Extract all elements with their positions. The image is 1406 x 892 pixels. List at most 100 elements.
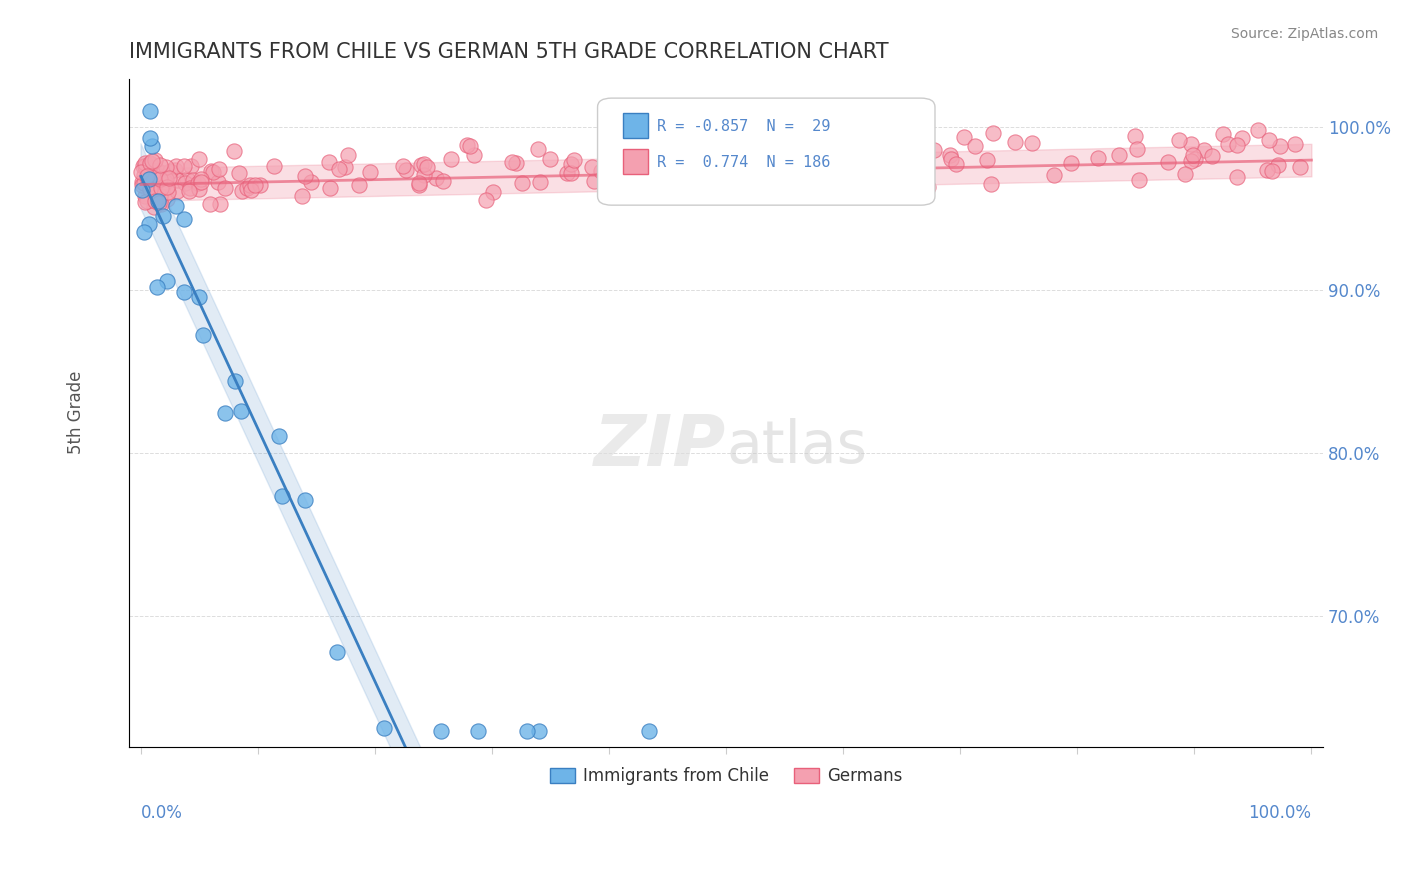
Point [139,176,162,190]
Point [890,183,912,197]
Point [953,130,976,145]
Point [166,173,188,187]
Point [718,167,741,181]
Point [159,164,181,178]
Point [229,404,252,418]
Point [155,172,177,186]
Point [139,104,162,119]
Point [797,160,820,174]
Point [166,184,188,198]
Point [501,154,523,169]
Point [235,181,257,195]
Point [1180,137,1202,152]
Point [214,406,236,420]
Point [779,147,801,161]
Point [903,153,925,167]
Point [191,327,214,342]
Point [202,165,225,179]
Point [1226,170,1249,185]
Point [1284,136,1306,151]
Point [214,180,236,194]
Point [749,167,772,181]
Point [228,166,250,180]
Point [271,489,294,503]
Text: Source: ZipAtlas.com: Source: ZipAtlas.com [1230,27,1378,41]
Point [844,159,866,173]
Text: IMMIGRANTS FROM CHILE VS GERMAN 5TH GRADE CORRELATION CHART: IMMIGRANTS FROM CHILE VS GERMAN 5TH GRAD… [129,42,889,62]
Point [1184,152,1206,166]
Point [190,171,212,186]
Point [142,169,165,184]
Point [886,162,908,177]
Point [1021,136,1043,150]
Point [408,178,430,192]
Point [149,181,172,195]
Point [155,161,177,175]
Point [1168,133,1191,147]
Point [1201,149,1223,163]
Point [432,174,454,188]
Point [136,194,159,208]
Point [1126,142,1149,156]
Point [463,148,485,162]
Point [1087,151,1109,165]
Point [148,188,170,202]
Point [165,199,187,213]
Point [139,181,162,195]
Text: atlas: atlas [727,417,868,475]
Point [132,225,155,239]
Point [718,155,741,169]
Point [510,176,533,190]
Point [134,155,156,169]
Point [208,161,231,176]
Point [149,172,172,186]
Text: R = -0.857  N =  29: R = -0.857 N = 29 [657,120,830,134]
Point [882,146,904,161]
Point [516,723,538,738]
Point [138,171,160,186]
Point [359,165,381,179]
Point [267,429,290,443]
Point [187,152,209,166]
Point [1108,147,1130,161]
Point [200,164,222,178]
Point [373,721,395,735]
Point [527,142,550,156]
Point [141,139,163,153]
Point [134,188,156,202]
Point [156,192,179,206]
Point [333,161,356,175]
Point [782,140,804,154]
Point [945,156,967,170]
Text: 0.0%: 0.0% [141,804,183,822]
Point [392,159,415,173]
Point [1181,148,1204,162]
Point [152,209,174,223]
Point [794,159,817,173]
Point [1174,167,1197,181]
Point [139,155,162,169]
Point [939,153,962,167]
Point [425,170,447,185]
Point [467,723,489,738]
Point [562,153,585,167]
Point [1004,136,1026,150]
Point [430,723,453,738]
Point [156,274,179,288]
Point [134,159,156,173]
Point [173,212,195,227]
Point [143,189,166,203]
Point [139,131,162,145]
Point [582,174,605,188]
Point [917,180,939,194]
Point [319,181,342,195]
Point [187,290,209,304]
Point [231,184,253,198]
Point [980,178,1002,192]
Point [1268,139,1291,153]
Point [180,159,202,173]
Point [538,153,561,167]
Point [249,178,271,193]
Point [132,160,155,174]
Point [190,175,212,189]
